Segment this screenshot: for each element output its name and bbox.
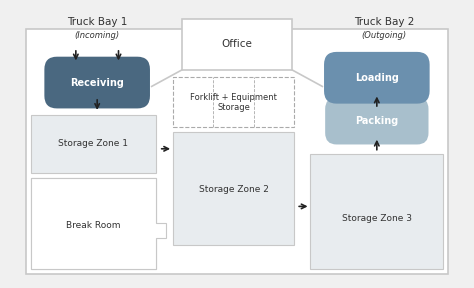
Text: (Incoming): (Incoming) xyxy=(74,31,120,41)
Text: Break Room: Break Room xyxy=(66,221,120,230)
Text: Receiving: Receiving xyxy=(70,77,124,88)
Bar xyxy=(26,29,448,274)
Bar xyxy=(182,19,292,70)
FancyBboxPatch shape xyxy=(324,52,429,104)
Bar xyxy=(310,154,443,269)
Text: Truck Bay 1: Truck Bay 1 xyxy=(67,17,128,26)
FancyBboxPatch shape xyxy=(325,97,428,145)
Bar xyxy=(173,132,294,245)
Text: Loading: Loading xyxy=(355,73,399,83)
PathPatch shape xyxy=(31,178,166,269)
Text: Forklift + Equipment
Storage: Forklift + Equipment Storage xyxy=(190,92,277,112)
Text: Storage Zone 1: Storage Zone 1 xyxy=(58,139,128,149)
Text: Packing: Packing xyxy=(355,116,399,126)
Text: Storage Zone 3: Storage Zone 3 xyxy=(342,214,412,223)
Bar xyxy=(31,115,156,173)
Text: Office: Office xyxy=(221,39,253,49)
FancyBboxPatch shape xyxy=(45,57,150,109)
Text: Storage Zone 2: Storage Zone 2 xyxy=(199,185,268,194)
Bar xyxy=(31,178,156,269)
Text: Truck Bay 2: Truck Bay 2 xyxy=(354,17,414,26)
Text: (Outgoing): (Outgoing) xyxy=(361,31,407,41)
Bar xyxy=(173,77,294,127)
